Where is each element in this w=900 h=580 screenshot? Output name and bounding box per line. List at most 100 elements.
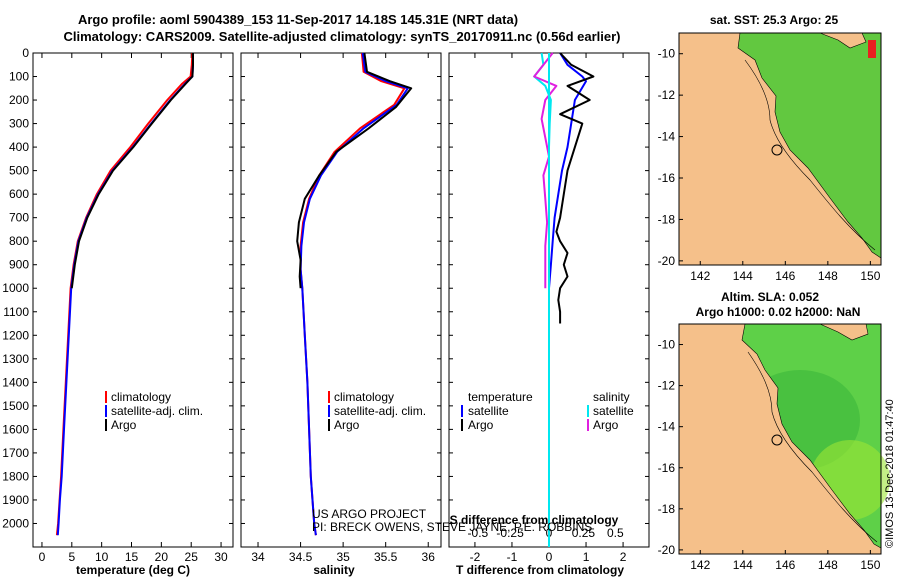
depth-tick-label: 1300 [2, 352, 29, 366]
sla-map [678, 323, 890, 555]
series-line-s-argo [533, 52, 558, 289]
depth-tick-label: 1900 [2, 493, 29, 507]
map-lon-label: 146 [775, 558, 795, 572]
x-tick-label: 10 [95, 550, 109, 564]
difference-series [533, 52, 595, 547]
legend-climatology-label: climatology [334, 390, 394, 404]
series-line-argo [296, 52, 413, 289]
depth-tick-label: 700 [9, 211, 29, 225]
depth-tick-label: 1500 [2, 399, 29, 413]
legend-argo-label: Argo [334, 418, 360, 432]
map-lon-label: 142 [690, 269, 710, 283]
salinity-plot-frame [240, 52, 442, 548]
sla-map-title-2: Argo h1000: 0.02 h2000: NaN [696, 305, 861, 319]
legend-argo-label: Argo [111, 418, 137, 432]
legend-s-argo-label: Argo [593, 418, 619, 432]
x-tick-label: 35.5 [374, 550, 398, 564]
s-diff-tick-label: -0.25 [496, 526, 524, 540]
map-lat-label: -16 [658, 461, 676, 475]
map-lat-label: -14 [658, 420, 676, 434]
sst-map-shelf-contour [744, 59, 876, 251]
map-lon-label: 146 [775, 269, 795, 283]
depth-tick-label: 1600 [2, 422, 29, 436]
map-lat-label: -12 [658, 379, 676, 393]
s-difference-axis-ticks: -0.5-0.2500.250.5 [468, 526, 624, 540]
x-tick-label: 30 [214, 550, 228, 564]
sla-map-frame [678, 323, 882, 555]
depth-tick-label: 900 [9, 258, 29, 272]
map-lon-label: 150 [860, 269, 880, 283]
depth-tick-label: 0 [22, 46, 29, 60]
depth-tick-label: 300 [9, 117, 29, 131]
depth-tick-label: 1400 [2, 375, 29, 389]
x-tick-label: 36 [422, 550, 436, 564]
series-line-t-satellite [548, 52, 587, 536]
t-difference-legend: temperature satellite Argo [461, 390, 533, 432]
x-tick-label: -1 [507, 550, 518, 564]
s-difference-legend: salinity satellite Argo [587, 390, 634, 432]
map-lat-label: -18 [658, 502, 676, 516]
x-tick-label: 34.5 [289, 550, 313, 564]
s-diff-tick-label: -0.5 [468, 526, 489, 540]
map-lat-label: -14 [658, 130, 676, 144]
sst-map-ticks: 142 144 146 148 150 -10 -12 -14 -16 -18 -20 [658, 47, 881, 283]
credit-label: ©IMOS 13-Dec-2018 01:47:40 [884, 399, 896, 548]
series-line-climatology [55, 52, 194, 536]
x-tick-label: 1 [583, 550, 590, 564]
x-tick-label: 0 [546, 550, 553, 564]
depth-tick-label: 200 [9, 93, 29, 107]
series-line-satellite [299, 52, 409, 536]
legend-satellite-label: satellite-adj. clim. [334, 404, 426, 418]
legend-satellite-label: satellite-adj. clim. [111, 404, 203, 418]
title-line-2: Climatology: CARS2009. Satellite-adjuste… [63, 29, 620, 44]
depth-tick-label: 400 [9, 140, 29, 154]
sla-map-shelf-contour [747, 351, 878, 543]
title-line-1: Argo profile: aoml 5904389_153 11-Sep-20… [78, 12, 518, 27]
depth-tick-label: 600 [9, 187, 29, 201]
series-line-satellite [56, 53, 194, 536]
depth-tick-label: 1000 [2, 281, 29, 295]
sst-map-frame [678, 32, 882, 266]
legend-s-satellite-label: satellite [593, 404, 634, 418]
legend-t-argo-label: Argo [468, 418, 494, 432]
depth-tick-label: 500 [9, 164, 29, 178]
t-difference-axis-ticks: -2 -1 0 1 2 [470, 53, 627, 564]
x-tick-label: 5 [68, 550, 75, 564]
salinity-series [296, 52, 413, 536]
t-difference-xlabel: T difference from climatology [456, 563, 624, 577]
s-difference-xlabel: S difference from climatology [450, 513, 619, 527]
sst-map [678, 32, 882, 266]
x-tick-label: 2 [620, 550, 627, 564]
map-lon-label: 148 [818, 269, 838, 283]
x-tick-label: 20 [155, 550, 169, 564]
salinity-axis-ticks: 34 34.5 35 35.5 36 [251, 53, 435, 564]
depth-tick-label: 800 [9, 234, 29, 248]
map-lon-label: 150 [860, 558, 880, 572]
map-lat-label: -20 [658, 254, 676, 268]
x-tick-label: -2 [470, 550, 481, 564]
sst-map-title: sat. SST: 25.3 Argo: 25 [710, 13, 839, 27]
s-diff-tick-label: 0.5 [607, 526, 624, 540]
map-lon-label: 142 [690, 558, 710, 572]
temperature-axis-ticks: 0 5 10 15 20 25 30 [39, 53, 228, 564]
sst-map-hot-patch [868, 40, 876, 58]
x-tick-label: 34 [251, 550, 265, 564]
depth-tick-label: 1800 [2, 469, 29, 483]
salinity-xlabel: salinity [313, 563, 355, 577]
map-lat-label: -20 [658, 543, 676, 557]
depth-tick-label: 1200 [2, 328, 29, 342]
x-tick-label: 15 [125, 550, 139, 564]
map-lat-label: -12 [658, 88, 676, 102]
legend-salinity-title: salinity [593, 390, 630, 404]
series-line-argo [70, 53, 194, 289]
depth-tick-label: 1100 [3, 305, 29, 319]
map-lat-label: -16 [658, 171, 676, 185]
sla-map-ticks: 142 144 146 148 150 -10 -12 -14 -16 -18 -20 [658, 338, 881, 572]
project-pi: PI: BRECK OWENS, STEVE JAYNE, P.E. ROBBI… [312, 520, 592, 534]
sst-map-argo-location [771, 144, 783, 156]
project-name: US ARGO PROJECT [312, 507, 427, 521]
series-line-climatology [299, 52, 406, 536]
map-lon-label: 144 [733, 269, 753, 283]
legend-temperature-title: temperature [468, 390, 533, 404]
